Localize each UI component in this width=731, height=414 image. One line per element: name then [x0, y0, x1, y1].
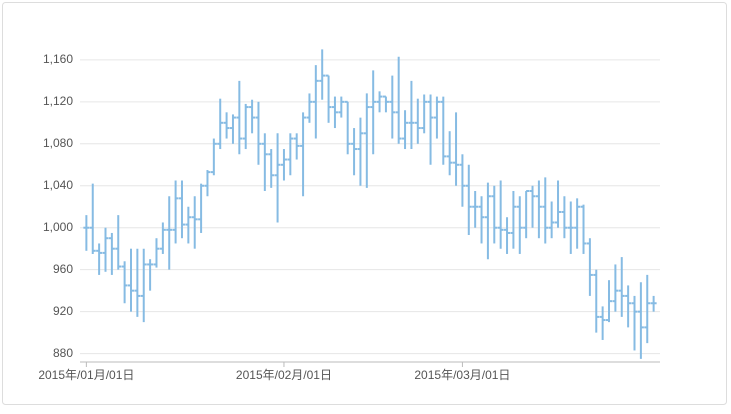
x-tick-label: 2015年/03月/01日	[414, 368, 510, 382]
y-tick-label: 1,120	[43, 94, 73, 108]
y-tick-label: 1,160	[43, 52, 73, 66]
x-tick-label: 2015年/02月/01日	[236, 368, 332, 382]
y-tick-label: 1,000	[43, 220, 73, 234]
x-tick-label: 2015年/01月/01日	[38, 368, 134, 382]
y-tick-label: 880	[53, 346, 73, 360]
y-tick-label: 1,080	[43, 136, 73, 150]
y-tick-label: 1,040	[43, 178, 73, 192]
chart-frame	[2, 2, 727, 405]
y-tick-label: 960	[53, 262, 73, 276]
y-tick-label: 920	[53, 304, 73, 318]
